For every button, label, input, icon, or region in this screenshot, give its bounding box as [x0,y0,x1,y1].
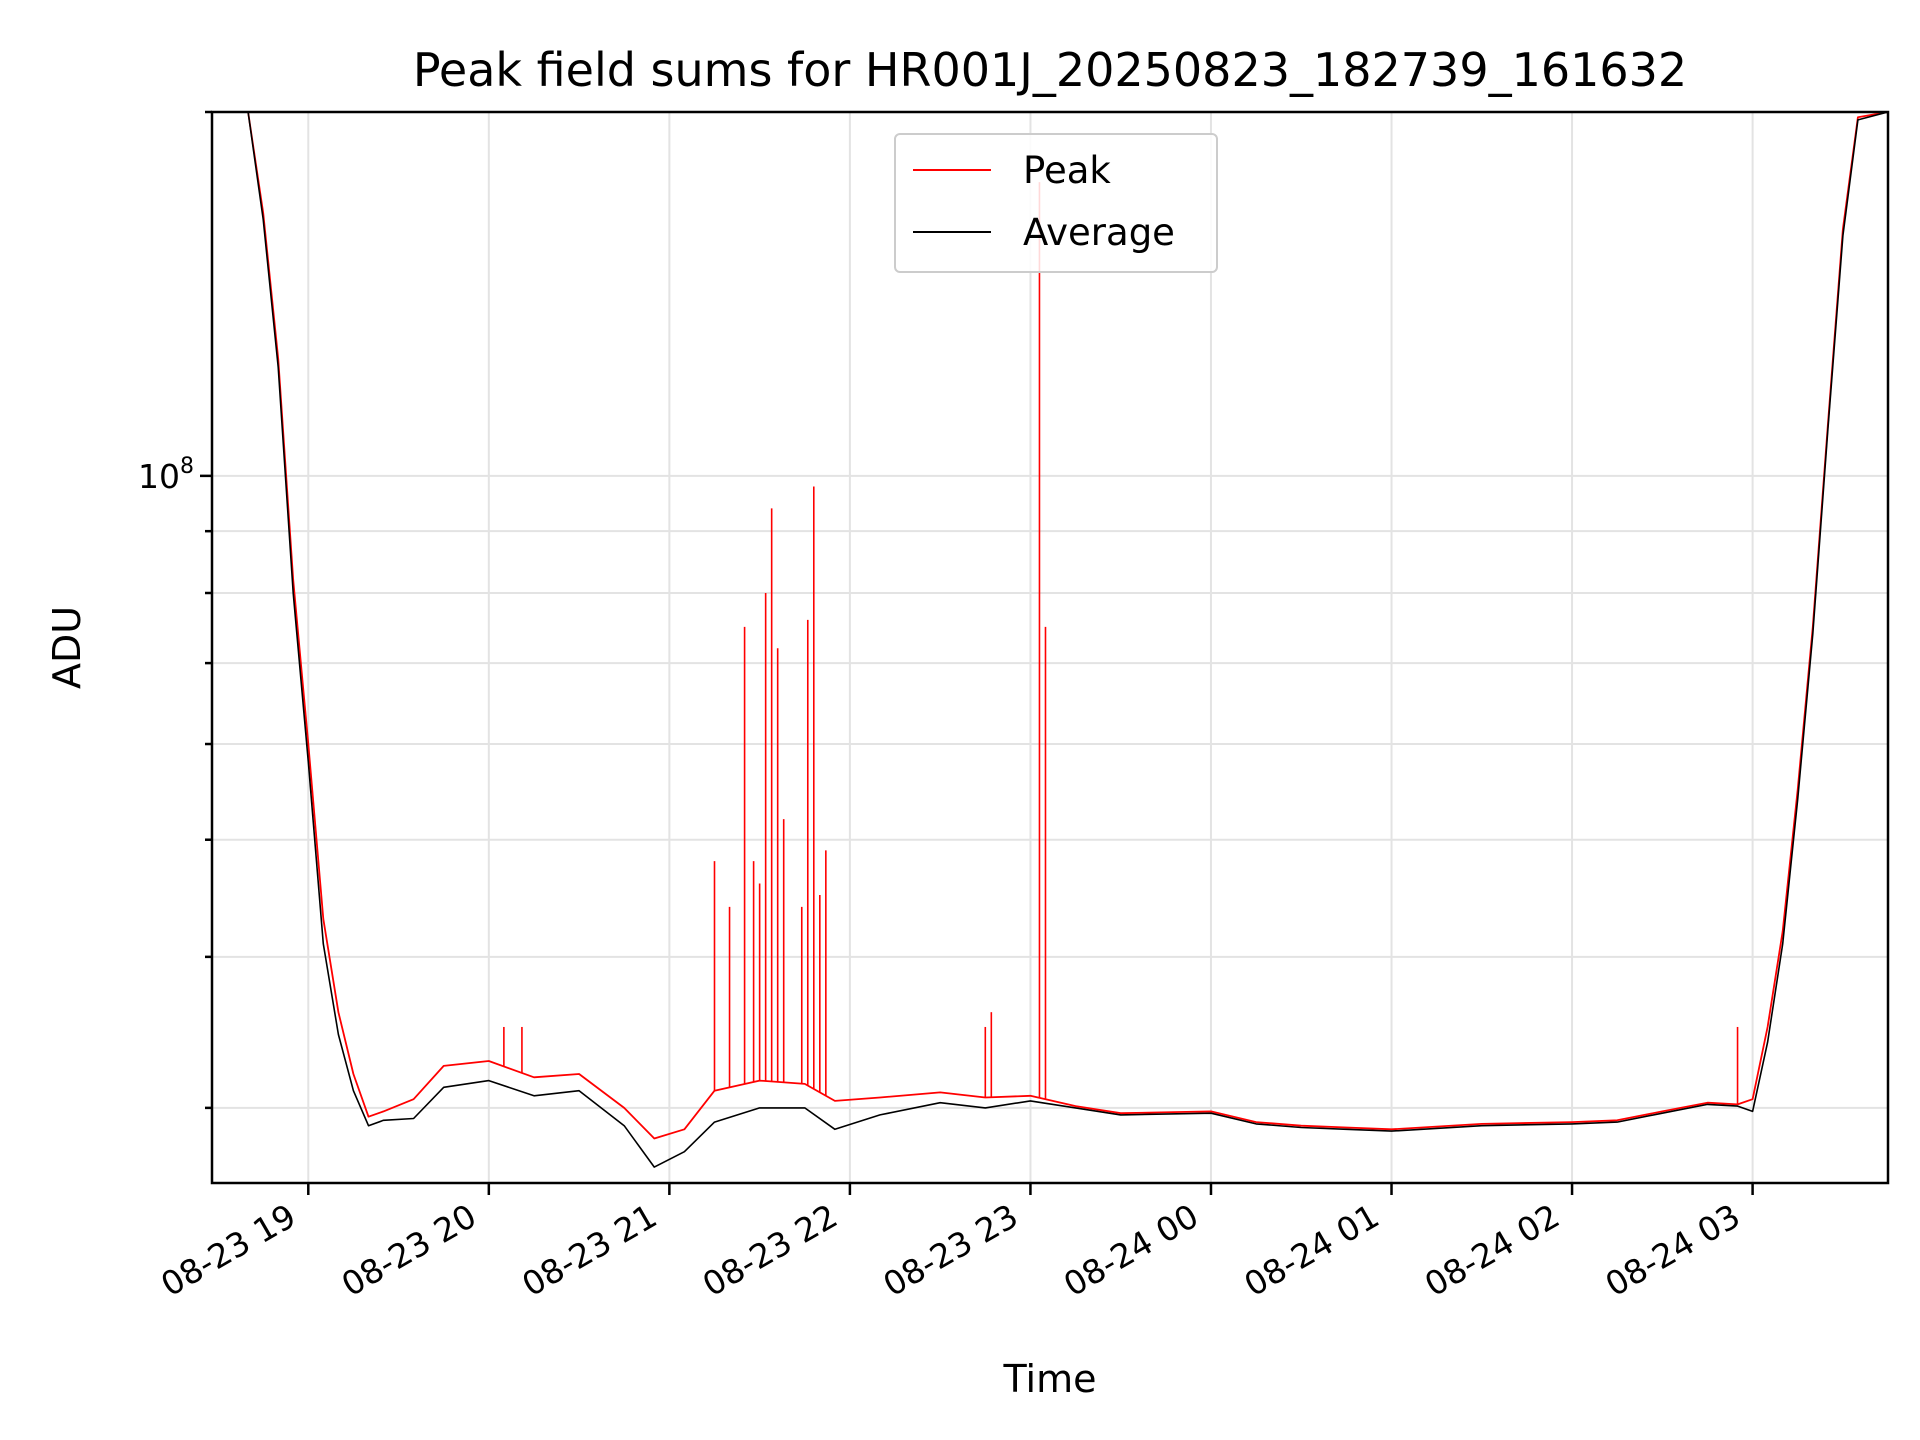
chart-title: Peak field sums for HR001J_20250823_1827… [413,43,1687,97]
series-line-average [212,111,1889,1168]
y-axis: 108 [138,110,212,1110]
plot-frame [210,110,1890,1185]
legend-label: Peak [1023,149,1111,192]
legend-label: Average [1023,211,1175,254]
y-axis-label: ADU [45,606,89,689]
series-line-peak [212,111,1889,1140]
grid [212,111,1888,1183]
series-group [212,111,1889,1168]
legend-box [894,133,1218,273]
y-tick-label: 108 [138,454,194,496]
x-axis-label: Time [1003,1357,1097,1401]
legend: Peak Average [894,133,1218,273]
